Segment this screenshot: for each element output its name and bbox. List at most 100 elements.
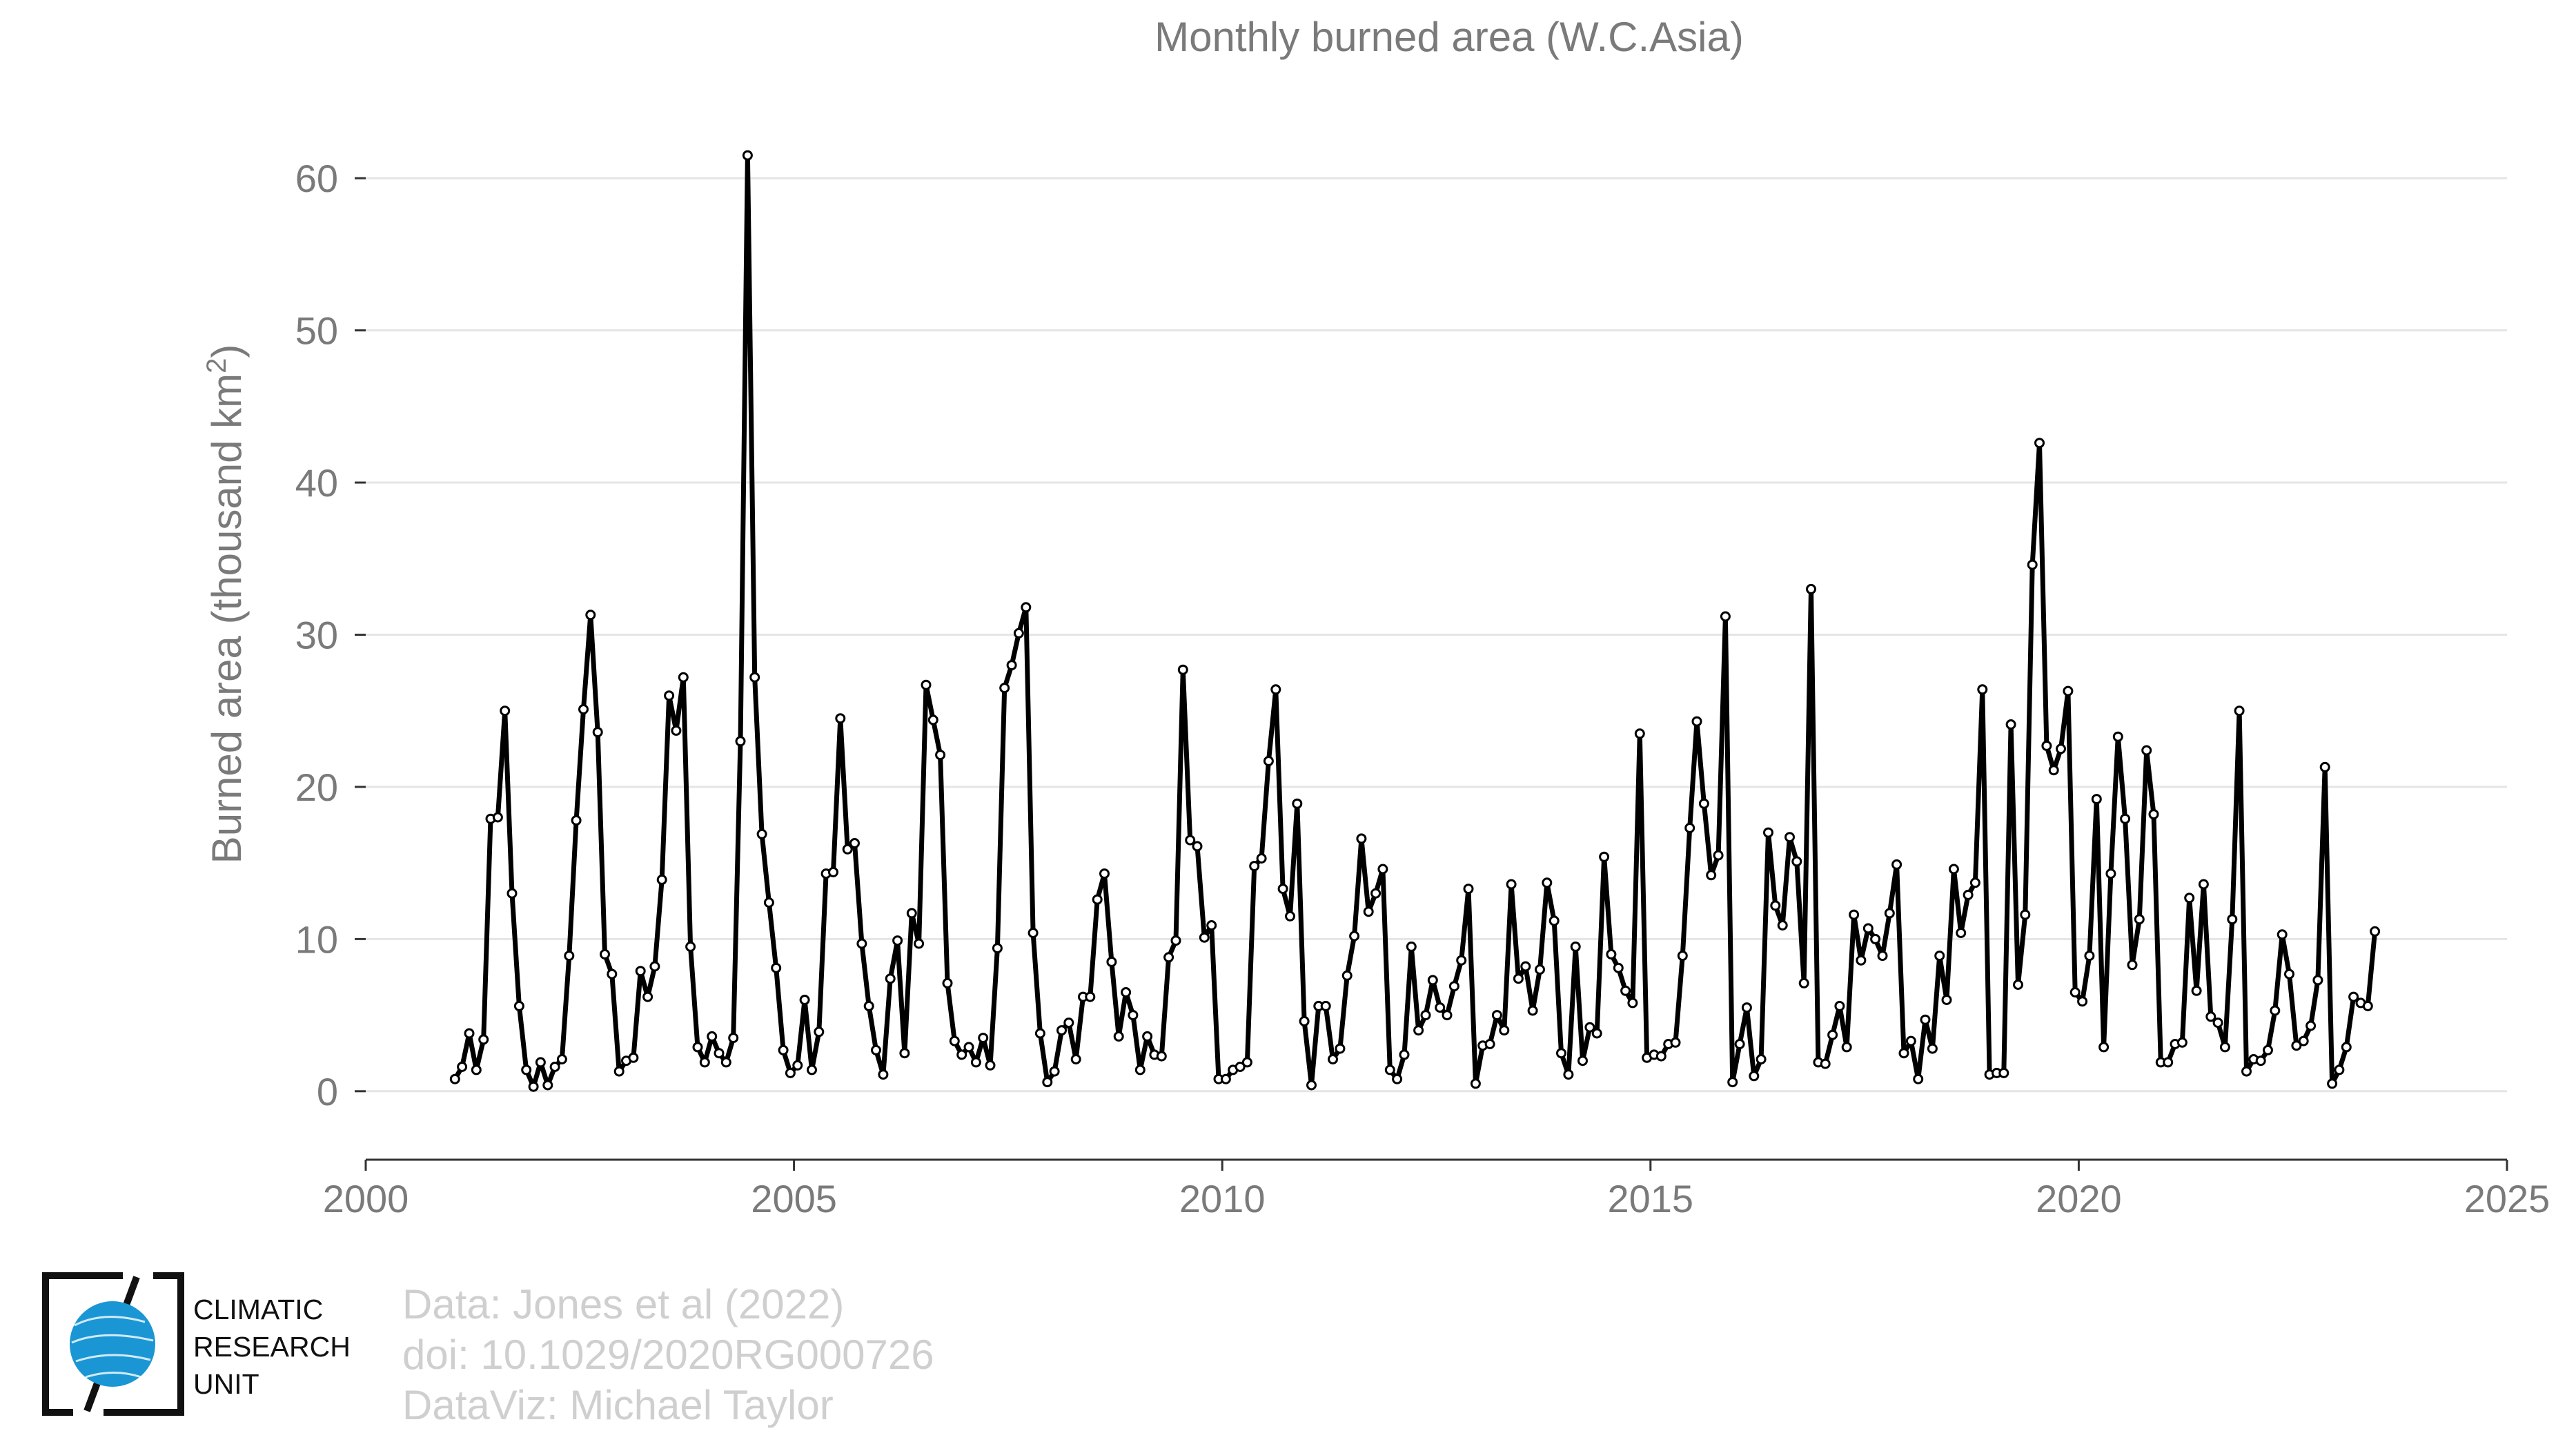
data-point: [2198, 879, 2209, 890]
data-point: [1727, 1077, 1738, 1088]
data-point: [1720, 611, 1731, 622]
data-point: [2105, 868, 2116, 879]
x-tick-label-2010: 2010: [1179, 1177, 1266, 1220]
data-point: [785, 1067, 796, 1078]
data-point: [1798, 977, 1809, 989]
data-point: [935, 750, 946, 761]
data-point: [607, 968, 618, 980]
data-points: [449, 150, 2381, 1092]
globe-disc: [70, 1301, 155, 1387]
data-point: [1113, 1031, 1124, 1042]
data-point: [592, 727, 603, 738]
data-point: [1263, 756, 1274, 766]
data-point: [2013, 980, 2023, 990]
data-point: [2077, 996, 2088, 1007]
data-point: [2098, 1042, 2110, 1053]
data-point: [528, 1081, 539, 1092]
logo-text-research: RESEARCH: [193, 1331, 351, 1363]
data-point: [507, 888, 518, 899]
data-point: [578, 704, 589, 714]
data-point: [1306, 1080, 1317, 1091]
data-point: [2234, 705, 2245, 717]
data-point: [1241, 1057, 1252, 1068]
data-point: [849, 838, 860, 848]
data-point: [1177, 664, 1188, 675]
data-point: [2348, 991, 2359, 1002]
data-point: [549, 1062, 560, 1072]
logo-text-unit: UNIT: [193, 1368, 259, 1400]
data-point: [2341, 1042, 2352, 1053]
data-point: [1099, 868, 1110, 879]
data-point: [535, 1057, 546, 1068]
data-point: [985, 1060, 996, 1071]
data-point: [756, 828, 767, 839]
data-point: [678, 672, 689, 683]
data-point: [914, 938, 925, 949]
data-point: [2370, 926, 2381, 937]
data-point: [1784, 832, 1795, 843]
data-point: [1749, 1071, 1760, 1082]
data-point: [2063, 685, 2074, 697]
data-point: [1063, 1017, 1074, 1029]
data-point: [1442, 1010, 1453, 1021]
data-point: [1627, 997, 1638, 1009]
data-point: [728, 1033, 739, 1044]
data-point: [1570, 941, 1581, 952]
data-point: [585, 610, 596, 621]
data-point: [949, 1035, 960, 1046]
data-point: [1584, 1022, 1595, 1033]
data-point: [671, 725, 682, 736]
data-point: [2255, 1055, 2266, 1067]
data-point: [2041, 740, 2052, 751]
data-point: [778, 1044, 789, 1055]
data-point: [1713, 850, 1724, 861]
credit-doi: doi: 10.1029/2020RG000726: [402, 1332, 934, 1378]
data-point: [649, 961, 660, 972]
data-point: [2291, 1040, 2302, 1051]
data-point: [1941, 995, 1952, 1005]
x-tick-label-2025: 2025: [2464, 1177, 2550, 1220]
data-point: [1328, 1054, 1338, 1064]
data-point: [1670, 1037, 1681, 1048]
data-point: [1834, 1000, 1845, 1011]
x-tick-label-2000: 2000: [323, 1177, 409, 1220]
y-tick-label-10: 10: [295, 917, 338, 961]
data-point: [1034, 1028, 1045, 1039]
y-tick-label-60: 60: [295, 157, 338, 200]
data-point: [1563, 1069, 1574, 1080]
data-point: [714, 1048, 725, 1059]
data-point: [1384, 1064, 1395, 1075]
data-point: [1706, 870, 1717, 881]
data-point: [464, 1028, 475, 1039]
data-point: [2191, 985, 2202, 996]
cru-logo: CLIMATIC RESEARCH UNIT: [42, 1272, 351, 1416]
data-point: [457, 1062, 468, 1072]
data-point: [1655, 1051, 1666, 1062]
data-point: [1285, 910, 1295, 922]
data-point: [1591, 1028, 1602, 1039]
data-point: [1199, 932, 1210, 943]
data-point: [1006, 660, 1017, 671]
credit-data-source: Data: Jones et al (2022): [402, 1281, 844, 1327]
data-point: [1249, 861, 1260, 872]
data-point: [1884, 908, 1895, 919]
data-point: [749, 672, 760, 683]
data-point: [1820, 1058, 1831, 1069]
data-point: [2319, 761, 2330, 772]
data-point: [1121, 987, 1132, 997]
globe-swirl-0: [74, 1316, 146, 1327]
data-point: [2263, 1044, 2273, 1055]
data-point: [1363, 906, 1374, 917]
data-point: [2327, 1078, 2338, 1089]
data-point: [1028, 928, 1039, 938]
data-point: [1399, 1049, 1410, 1060]
data-point: [1977, 684, 1988, 695]
data-point: [1913, 1073, 1924, 1084]
data-point: [1513, 973, 1524, 984]
data-point: [2219, 1042, 2230, 1053]
data-point: [1542, 877, 1553, 888]
data-point: [692, 1042, 703, 1053]
data-point: [1470, 1078, 1481, 1089]
data-point: [471, 1064, 482, 1075]
